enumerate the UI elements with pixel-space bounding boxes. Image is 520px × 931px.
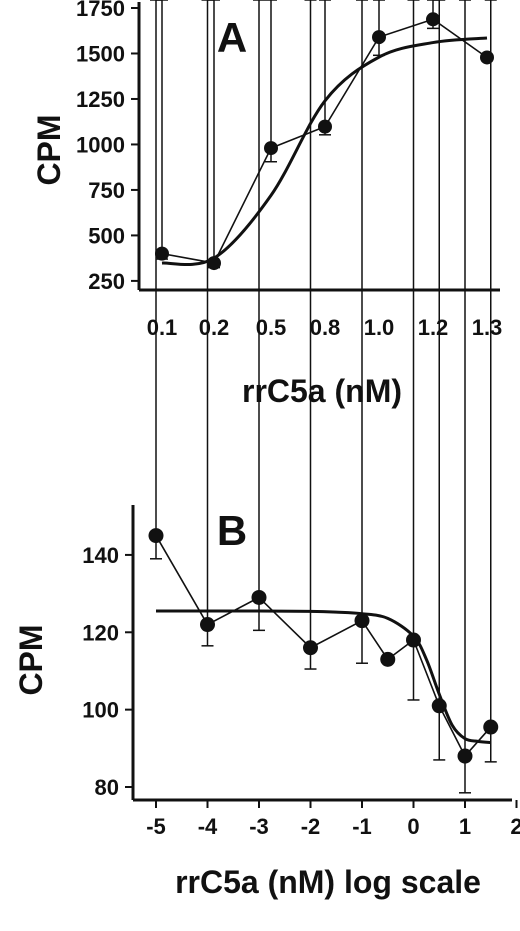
x-tick-label: -4 [198, 814, 218, 839]
data-point [480, 50, 494, 65]
y-tick-label: 1750 [76, 0, 125, 21]
y-tick-label: 1000 [76, 132, 125, 157]
x-tick-label: 0.2 [199, 315, 230, 340]
x-tick-label: -3 [249, 814, 269, 839]
data-line [155, 535, 492, 758]
x-tick-label: 2 [510, 814, 520, 839]
y-axis-label: CPM [13, 624, 49, 695]
x-tick-label: 1.0 [364, 315, 395, 340]
data-point [303, 640, 318, 656]
panel-a: 250 500 750 1000 1250 1500 1750 0.1 0.2 0.5 0.8 1.0… [31, 0, 502, 409]
x-axis-label: rrC5a (nM) [242, 373, 402, 409]
y-tick-label: 500 [88, 223, 125, 248]
x-tick-label: 1 [459, 814, 471, 839]
data-point [380, 651, 396, 667]
data-point [426, 12, 440, 27]
x-tick-label: -2 [301, 814, 321, 839]
y-tick-label: 100 [82, 698, 119, 723]
x-tick-label: -5 [146, 814, 166, 839]
data-point [431, 698, 447, 714]
y-tick-label: 1500 [76, 41, 125, 66]
data-point [318, 119, 332, 134]
x-tick-label: -1 [352, 814, 372, 839]
x-tick-label: 0.5 [256, 315, 287, 340]
fit-curve [155, 609, 491, 745]
panel-b: 80 100 120 140 -5 -4 -3 -2 -1 0 1 2 rrC5a (nM) log s… [13, 0, 520, 900]
x-axis-label: rrC5a (nM) log scale [175, 864, 481, 900]
data-point [264, 141, 278, 156]
panel-label: B [217, 507, 247, 554]
y-tick-label: 120 [82, 620, 119, 645]
data-point [483, 719, 499, 735]
data-point [457, 748, 473, 764]
data-point [372, 30, 386, 45]
data-point [155, 246, 169, 261]
panel-label: A [217, 14, 247, 61]
x-tick-label: 1.2 [418, 315, 449, 340]
y-tick-label: 250 [88, 269, 125, 294]
data-point [200, 617, 215, 633]
data-point [148, 528, 164, 544]
y-tick-label: 750 [88, 178, 125, 203]
data-point [354, 613, 370, 629]
data-point [207, 256, 221, 271]
data-point [406, 632, 421, 648]
x-tick-label: 0 [407, 814, 419, 839]
x-tick-label: 0.1 [147, 315, 178, 340]
y-axis-label: CPM [31, 114, 67, 185]
x-tick-label: 0.8 [310, 315, 341, 340]
x-tick-label: 1.3 [472, 315, 503, 340]
y-tick-label: 1250 [76, 87, 125, 112]
y-tick-label: 80 [95, 775, 119, 800]
y-tick-label: 140 [82, 543, 119, 568]
data-point [251, 589, 267, 605]
